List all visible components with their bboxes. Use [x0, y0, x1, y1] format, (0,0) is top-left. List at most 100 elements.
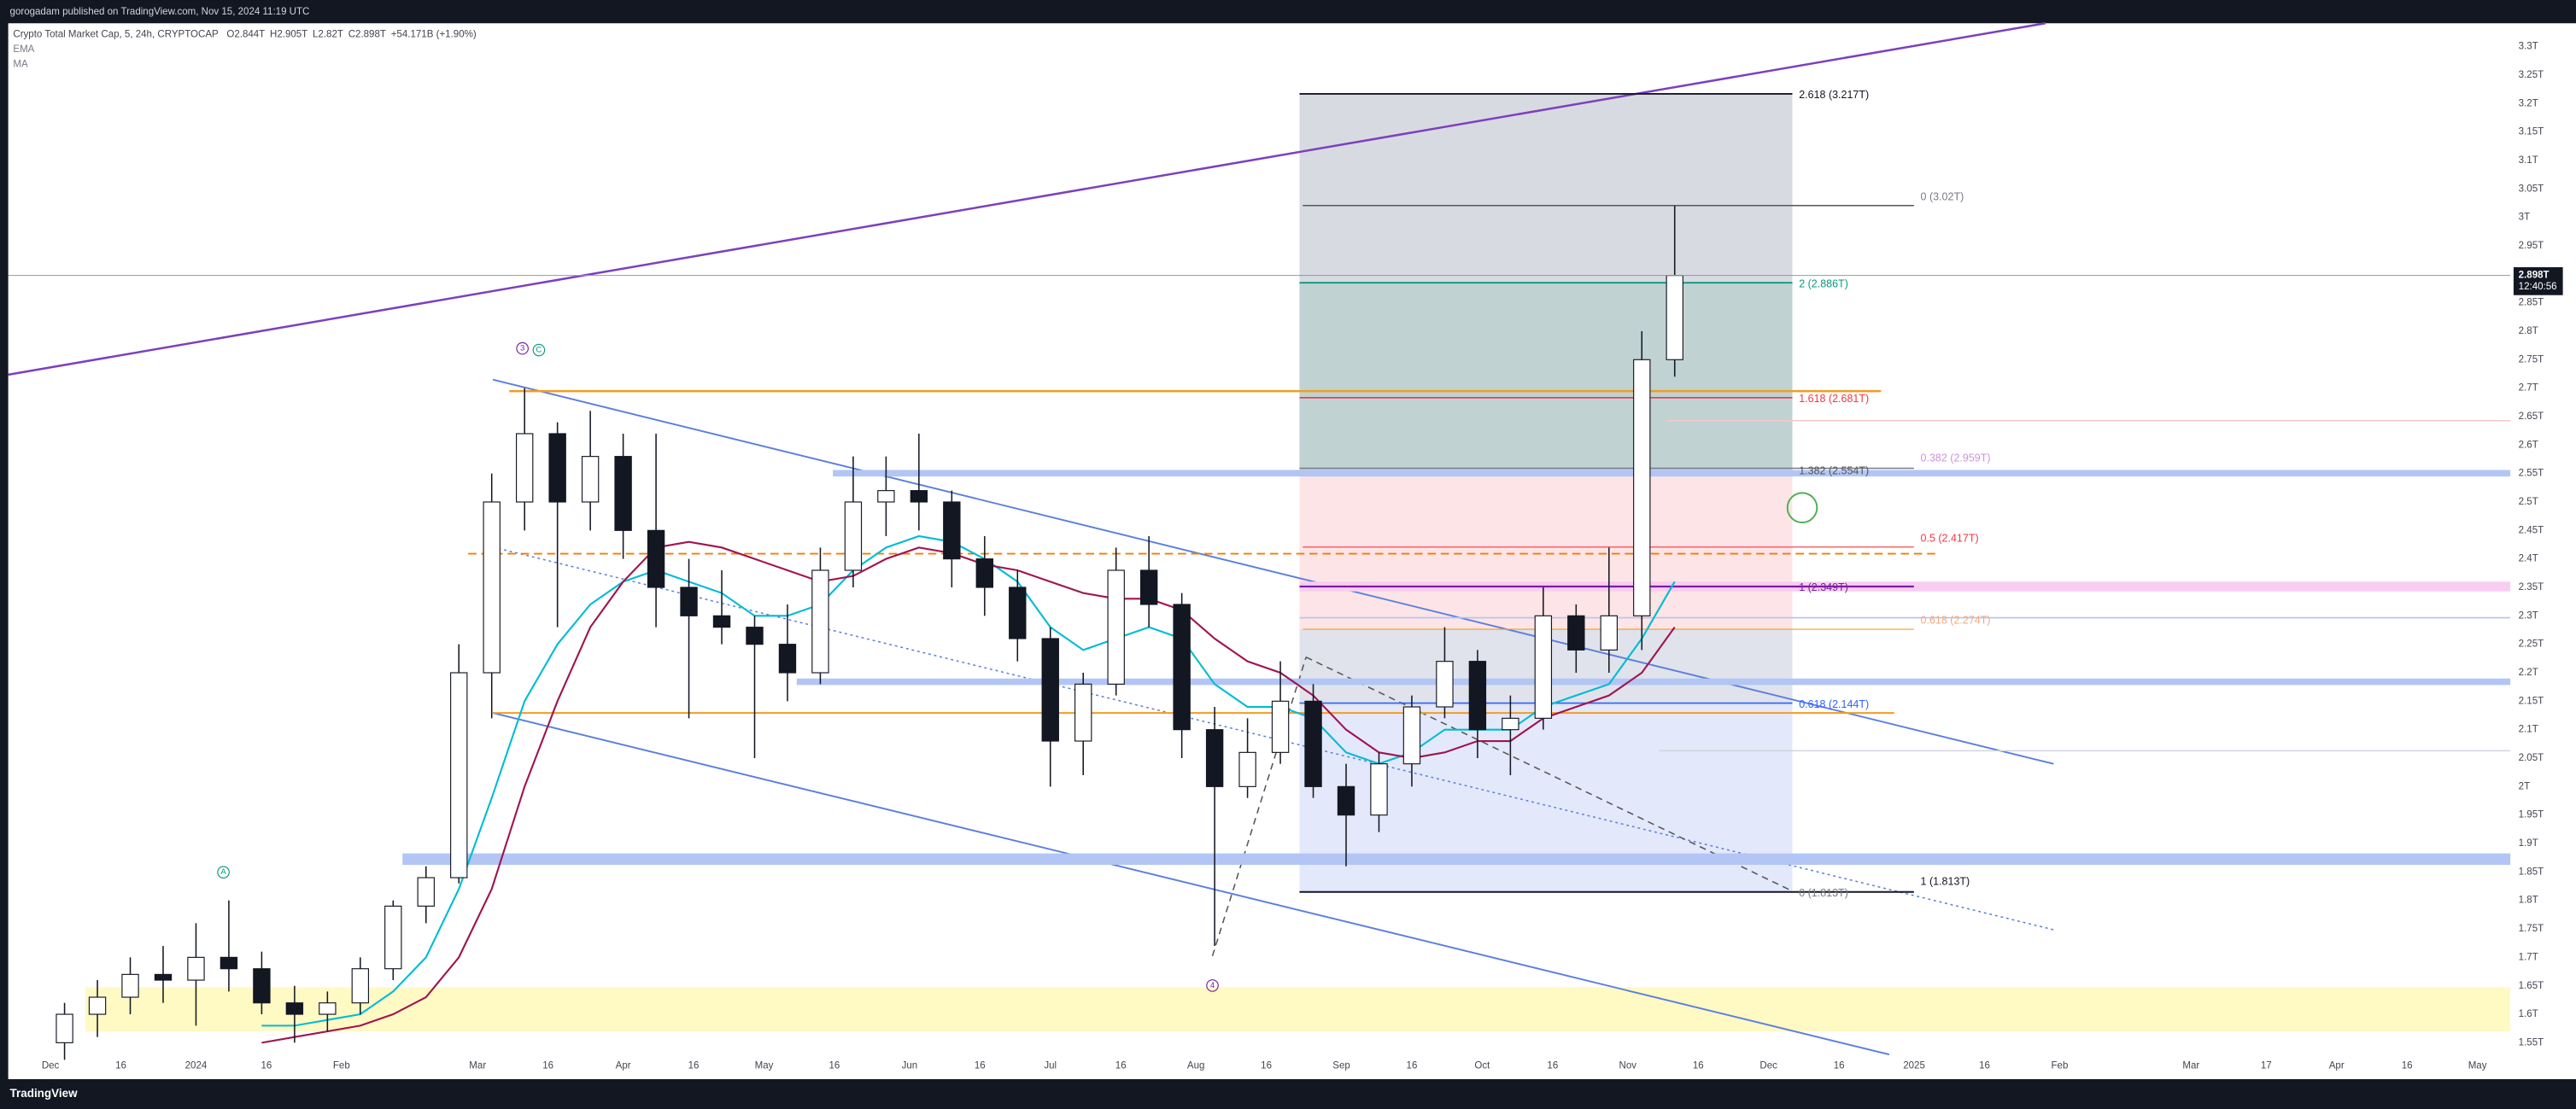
candle-body: [417, 877, 435, 907]
y-tick-label: 1.85T: [2519, 867, 2544, 877]
indicator-line: [261, 540, 1676, 1044]
candle-body: [1468, 661, 1487, 731]
candle-body: [1009, 587, 1027, 639]
x-tick-label: Mar: [2182, 1061, 2199, 1071]
publisher: gorogadam published on TradingView.com, …: [10, 7, 310, 17]
y-tick-label: 3.25T: [2519, 70, 2544, 80]
y-tick-label: 2.95T: [2519, 241, 2544, 251]
candle-body: [121, 973, 139, 998]
candle-body: [1633, 359, 1651, 616]
candle-body: [154, 973, 173, 981]
y-tick-label: 2.5T: [2519, 497, 2538, 507]
candle-body: [1304, 700, 1322, 787]
y-tick-label: 2.8T: [2519, 326, 2538, 336]
y-tick-label: 3T: [2519, 213, 2530, 223]
y-tick-label: 3.1T: [2519, 155, 2538, 166]
y-tick-label: 3.15T: [2519, 127, 2544, 137]
candle-body: [614, 456, 632, 531]
x-tick-label: 16: [1834, 1061, 1845, 1071]
candle-body: [1238, 751, 1256, 787]
price-tag: [2513, 267, 2563, 295]
indicator-line: [261, 534, 1676, 1027]
y-tick-label: 2T: [2519, 781, 2530, 791]
candle-body: [1436, 661, 1454, 708]
y-tick-label: 2.35T: [2519, 582, 2544, 592]
candle-body: [1139, 569, 1158, 605]
wave-label: 4: [1210, 981, 1215, 990]
y-tick-label: 2.3T: [2519, 610, 2538, 621]
y-tick-label: 2.65T: [2519, 411, 2544, 422]
y-tick-label: 2.4T: [2519, 554, 2538, 564]
candle-body: [778, 644, 797, 674]
x-tick-label: 2025: [1903, 1061, 1925, 1071]
candle-body: [450, 672, 468, 878]
candle-body: [88, 996, 107, 1015]
x-tick-label: 16: [1547, 1061, 1558, 1071]
y-tick-label: 2.6T: [2519, 440, 2538, 450]
x-tick-label: 2024: [185, 1061, 208, 1071]
fib-label: 0.382 (2.959T): [1921, 452, 1991, 464]
fib-labels: 2.618 (3.217T) 0 (3.02T) 2 (2.886T) 1.61…: [1799, 89, 1990, 899]
candle-body: [515, 433, 534, 503]
zone: [1299, 283, 1793, 472]
x-tick-label: Nov: [1619, 1061, 1637, 1071]
fib-label: 0.618 (2.144T): [1799, 698, 1869, 710]
x-tick-label: 16: [1979, 1061, 1990, 1071]
x-tick-label: Jun: [902, 1061, 918, 1071]
fib-label: 1 (1.813T): [1921, 876, 1970, 888]
x-tick-label: 16: [1261, 1061, 1272, 1071]
x-tick-label: 16: [688, 1061, 700, 1071]
y-tick-label: 2.45T: [2519, 525, 2544, 535]
y-tick-label: 2.55T: [2519, 469, 2544, 479]
x-tick-label: Mar: [469, 1061, 486, 1071]
y-tick-label: 1.55T: [2519, 1037, 2544, 1048]
x-tick-label: 16: [975, 1061, 986, 1071]
y-tick-label: 2.85T: [2519, 298, 2544, 308]
ohlc-key: H: [270, 30, 277, 40]
candle-body: [581, 456, 600, 503]
candle-body: [844, 501, 863, 571]
candle-body: [285, 1002, 304, 1015]
fib-label: 2 (2.886T): [1799, 277, 1848, 289]
fib-label: 1.382 (2.554T): [1799, 465, 1869, 477]
plot-background: [8, 23, 2576, 1080]
x-tick-label: Oct: [1474, 1061, 1490, 1071]
candle-body: [483, 501, 501, 674]
wave-circle: [532, 343, 546, 357]
candle-body: [253, 968, 271, 1004]
channel-line: [492, 712, 1890, 1056]
candle-body: [1402, 706, 1421, 765]
fib-label: 0 (1.813T): [1799, 887, 1848, 899]
candle-body: [1370, 763, 1388, 816]
ohlc-value: 2.905T: [277, 30, 307, 40]
candle-body: [1041, 638, 1059, 742]
candle-body: [712, 615, 731, 628]
y-tick-label: 2.15T: [2519, 696, 2544, 706]
price-tag-label: 2.898T: [2519, 271, 2550, 281]
candle-body: [647, 529, 665, 588]
x-tick-label: May: [2468, 1061, 2487, 1071]
candle-body: [1600, 615, 1618, 651]
y-tick-label: 1.65T: [2519, 981, 2544, 991]
ohlc-value: 2.898T: [355, 30, 386, 40]
fib-label: 0 (3.02T): [1921, 190, 1964, 202]
x-tick-label: May: [755, 1061, 774, 1071]
y-tick-label: 1.75T: [2519, 924, 2544, 934]
y-tick-label: 2.05T: [2519, 753, 2544, 763]
y-tick-label: 2.25T: [2519, 639, 2544, 650]
x-tick-label: Dec: [1759, 1061, 1777, 1071]
candle-body: [351, 968, 370, 1004]
candle-body: [56, 1013, 73, 1043]
candle-body: [1107, 569, 1125, 685]
candle-body: [680, 587, 698, 616]
x-tick-label: Feb: [333, 1061, 350, 1071]
x-tick-label: Apr: [2329, 1061, 2345, 1071]
y-tick-label: 3.2T: [2519, 98, 2538, 108]
y-tick-label: 1.8T: [2519, 896, 2538, 906]
y-tick-label: 1.95T: [2519, 810, 2544, 820]
y-tick-label: 3.05T: [2519, 184, 2544, 194]
wave-circle: [1206, 979, 1219, 992]
candle-body: [943, 501, 961, 560]
wave-label: 3: [520, 344, 524, 353]
candle-body: [1074, 683, 1092, 742]
